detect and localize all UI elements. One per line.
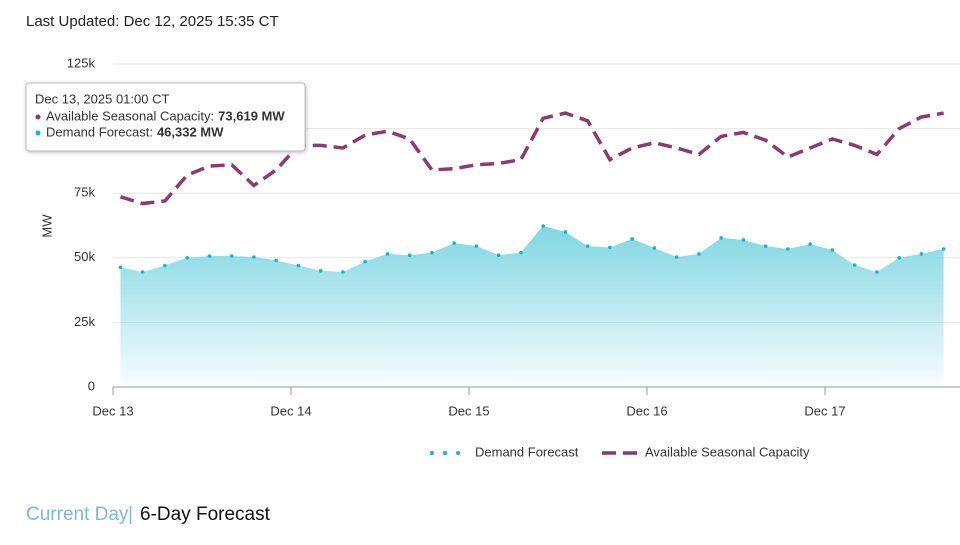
- demand-point: [207, 254, 212, 258]
- tooltip-value: 46,332 MW: [157, 124, 224, 139]
- x-tick-label: Dec 14: [270, 403, 311, 418]
- demand-point: [919, 252, 924, 256]
- tab-separator: |: [128, 504, 133, 525]
- y-tick-label: 75k: [74, 185, 95, 200]
- demand-point: [296, 263, 301, 268]
- y-tick-label: 25k: [74, 314, 95, 329]
- tooltip-bullet: [35, 130, 41, 136]
- legend-symbol: [430, 451, 434, 455]
- tooltip-title: Dec 13, 2025 01:00 CT: [35, 91, 169, 106]
- demand-point: [163, 263, 167, 268]
- demand-point: [719, 236, 723, 240]
- tab[interactable]: Current Day: [26, 504, 129, 525]
- demand-point: [808, 242, 812, 246]
- y-axis-label: MW: [39, 214, 54, 238]
- demand-point: [229, 254, 234, 258]
- y-tick-label: 0: [88, 378, 95, 393]
- demand-point: [585, 244, 590, 248]
- tooltip-value: 73,619 MW: [218, 108, 285, 123]
- capacity-line: [119, 111, 944, 206]
- tooltip-bullet: [35, 114, 41, 120]
- y-tick-label: 50k: [74, 249, 95, 264]
- legend-label[interactable]: Available Seasonal Capacity: [645, 444, 810, 459]
- demand-point: [674, 255, 679, 259]
- x-tick-label: Dec 16: [626, 403, 667, 418]
- demand-point: [852, 263, 857, 267]
- demand-point: [430, 250, 434, 255]
- tab[interactable]: 6-Day Forecast: [140, 504, 271, 525]
- legend-symbol: [443, 451, 447, 455]
- demand-point: [830, 248, 835, 252]
- y-tick-label: 125k: [67, 55, 96, 70]
- demand-point: [274, 258, 278, 263]
- x-tick-label: Dec 17: [804, 403, 845, 418]
- last-updated: Last Updated: Dec 12, 2025 15:35 CT: [26, 13, 279, 30]
- demand-point: [252, 255, 256, 259]
- demand-point: [563, 230, 568, 234]
- demand-point: [763, 244, 768, 248]
- demand-point: [875, 270, 879, 274]
- tooltip-box: [25, 82, 306, 152]
- demand-point: [941, 247, 946, 251]
- x-tick-label: Dec 15: [448, 403, 489, 418]
- demand-point: [363, 259, 367, 264]
- tooltip-label: Available Seasonal Capacity:: [46, 108, 214, 123]
- legend-symbol: [456, 451, 460, 455]
- tooltip-label: Demand Forecast:: [46, 124, 153, 139]
- demand-point: [185, 255, 189, 260]
- demand-point: [341, 270, 345, 274]
- demand-point: [741, 238, 746, 242]
- demand-point: [452, 241, 456, 245]
- demand-point: [897, 255, 901, 260]
- legend-label[interactable]: Demand Forecast: [475, 444, 579, 459]
- demand-point: [652, 246, 657, 250]
- demand-point: [407, 253, 412, 258]
- demand-point: [630, 237, 634, 241]
- demand-point: [608, 245, 612, 250]
- demand-point: [496, 253, 501, 258]
- demand-point: [385, 252, 390, 256]
- demand-point: [140, 270, 145, 274]
- demand-point: [118, 265, 123, 270]
- demand-area: [120, 226, 944, 387]
- x-tick-label: Dec 13: [92, 403, 133, 418]
- demand-point: [786, 247, 790, 251]
- demand-point: [697, 252, 701, 256]
- demand-point: [541, 224, 545, 228]
- demand-point: [318, 268, 323, 273]
- demand-point: [519, 250, 523, 255]
- demand-point: [474, 244, 479, 248]
